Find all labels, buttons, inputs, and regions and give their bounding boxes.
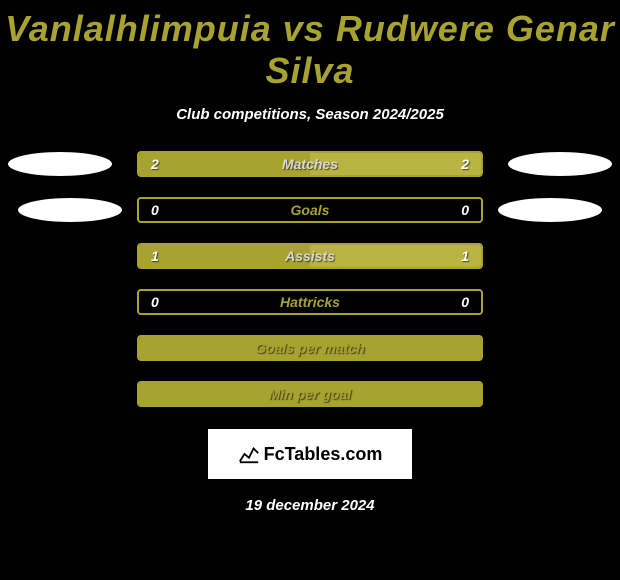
stat-row: Min per goal <box>0 381 620 407</box>
stat-row: Matches22 <box>0 151 620 177</box>
stat-bar: Goals per match <box>137 335 483 361</box>
bar-fill-left <box>139 153 310 175</box>
stat-value-left: 1 <box>151 248 159 264</box>
stat-value-right: 0 <box>461 294 469 310</box>
bar-fill-left <box>139 245 310 267</box>
date: 19 december 2024 <box>245 497 374 514</box>
chart-icon <box>238 443 260 465</box>
page-title: Vanlalhlimpuia vs Rudwere Genar Silva <box>0 8 620 92</box>
stat-bar: Hattricks0 0 <box>137 289 483 315</box>
stat-label: Hattricks <box>139 294 481 310</box>
player-badge <box>498 198 602 222</box>
stat-value-right: 1 <box>461 248 469 264</box>
bar-fill-right <box>310 153 481 175</box>
player-badge <box>8 152 112 176</box>
logo-box: FcTables.com <box>208 429 412 479</box>
stat-label: Goals <box>139 202 481 218</box>
bar-fill-right <box>310 245 481 267</box>
stat-value-left: 0 <box>151 202 159 218</box>
stat-bar: Goals0 0 <box>137 197 483 223</box>
stat-bar: Assists11 <box>137 243 483 269</box>
stat-row: Assists11 <box>0 243 620 269</box>
player-badge <box>508 152 612 176</box>
player-badge <box>18 198 122 222</box>
subtitle: Club competitions, Season 2024/2025 <box>176 106 444 123</box>
stat-row: Goals0 0 <box>0 197 620 223</box>
stat-row: Goals per match <box>0 335 620 361</box>
stat-bar: Min per goal <box>137 381 483 407</box>
bar-fill-left <box>139 383 481 405</box>
bar-fill-left <box>139 337 481 359</box>
stat-value-right: 2 <box>461 156 469 172</box>
stats-rows: Matches22Goals00Assists11Hattricks00Goal… <box>0 151 620 407</box>
stat-value-right: 0 <box>461 202 469 218</box>
stat-bar: Matches22 <box>137 151 483 177</box>
stat-value-left: 2 <box>151 156 159 172</box>
logo-text: FcTables.com <box>264 444 383 465</box>
stat-value-left: 0 <box>151 294 159 310</box>
stat-row: Hattricks0 0 <box>0 289 620 315</box>
